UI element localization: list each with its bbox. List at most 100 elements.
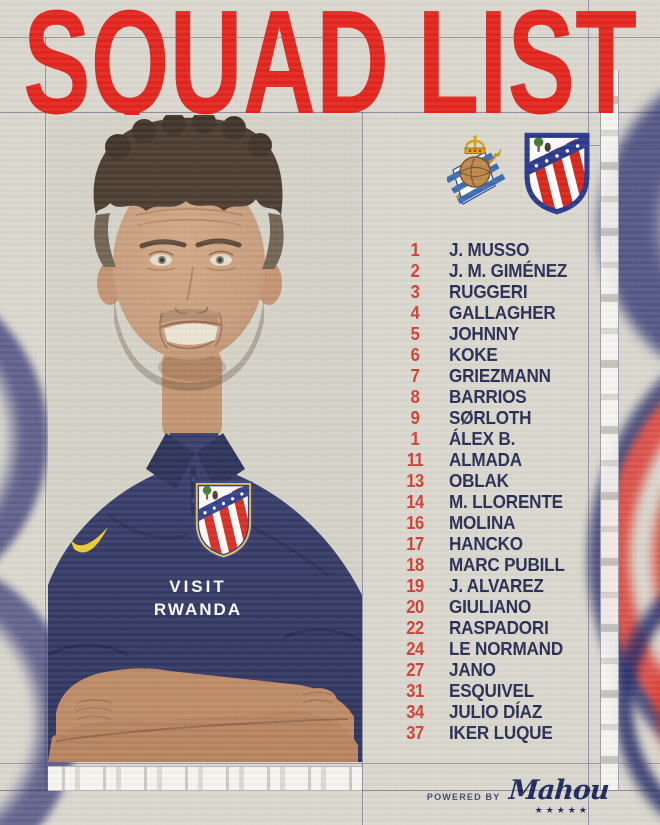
- player-name: ESQUIVEL: [449, 681, 534, 701]
- player-row: 1 J. MUSSO: [402, 240, 652, 261]
- player-row: 16 MOLINA: [402, 513, 652, 534]
- shirt-text-visit: VISIT: [169, 577, 227, 596]
- player-row: 11 ALMADA: [402, 450, 652, 471]
- player-row: 34 JULIO DÍAZ: [402, 702, 652, 723]
- coach-face: [113, 170, 265, 360]
- player-row: 5 JOHNNY: [402, 324, 652, 345]
- player-name: ÁLEX B.: [449, 429, 516, 449]
- player-number: 19: [406, 576, 424, 596]
- player-name: JULIO DÍAZ: [449, 702, 543, 722]
- frame-line: [45, 37, 46, 790]
- frame-line: [0, 37, 660, 38]
- player-number: 3: [410, 282, 420, 302]
- player-name: MOLINA: [449, 513, 516, 533]
- atletico-madrid-crest: [524, 132, 590, 215]
- film-strip-bars: [48, 767, 362, 790]
- player-number: 2: [410, 261, 420, 281]
- player-number: 34: [406, 702, 424, 722]
- player-row: 7 GRIEZMANN: [402, 366, 652, 387]
- player-row: 19 J. ALVAREZ: [402, 576, 652, 597]
- player-row: 31 ESQUIVEL: [402, 681, 652, 702]
- mahou-wordmark: Mahou: [508, 774, 611, 806]
- player-number: 16: [406, 513, 424, 533]
- player-number: 14: [406, 492, 424, 512]
- mahou-logo: Mahou ★★★★★: [508, 774, 611, 816]
- player-row: 24 LE NORMAND: [402, 639, 652, 660]
- player-row: 17 HANCKO: [402, 534, 652, 555]
- player-name: HANCKO: [449, 534, 523, 554]
- poster-title: SQUAD LIST: [20, 0, 642, 145]
- player-number: 31: [406, 681, 424, 701]
- player-name: JANO: [449, 660, 496, 680]
- real-sociedad-crest: [446, 135, 505, 205]
- sponsor-footer: POWERED BY Mahou ★★★★★: [398, 772, 638, 820]
- coach-portrait: VISIT RWANDA: [48, 115, 362, 762]
- spray-navy-swirl-left: [0, 268, 48, 608]
- player-number: 13: [406, 471, 424, 491]
- swoosh-icon: [70, 527, 108, 553]
- player-row: 3 RUGGERI: [402, 282, 652, 303]
- match-crests: [408, 127, 628, 219]
- player-row: 8 BARRIOS: [402, 387, 652, 408]
- player-number: 17: [406, 534, 424, 554]
- player-row: 9 SØRLOTH: [402, 408, 652, 429]
- player-name: OBLAK: [449, 471, 509, 491]
- film-strip-horizontal: [48, 766, 362, 791]
- shirt-crest-icon: [194, 465, 258, 575]
- mahou-stars: ★★★★★: [534, 804, 590, 815]
- player-row: 37 IKER LUQUE: [402, 723, 652, 744]
- player-name: LE NORMAND: [449, 639, 563, 659]
- player-row: 20 GIULIANO: [402, 597, 652, 618]
- player-name: J. ALVAREZ: [449, 576, 544, 596]
- player-name: J. MUSSO: [449, 240, 530, 260]
- player-row: 22 RASPADORI: [402, 618, 652, 639]
- player-list: 1 J. MUSSO 2 J. M. GIMÉNEZ 3 RUGGERI 4 GALLAGHE…: [402, 240, 652, 744]
- player-number: 8: [410, 387, 420, 407]
- player-number: 7: [410, 366, 420, 386]
- player-number: 24: [406, 639, 424, 659]
- player-row: 1 ÁLEX B.: [402, 429, 652, 450]
- player-number: 11: [406, 450, 424, 470]
- frame-line: [362, 112, 363, 825]
- player-name: GALLAGHER: [449, 303, 556, 323]
- coach-photo: VISIT RWANDA: [48, 115, 362, 762]
- player-row: 6 KOKE: [402, 345, 652, 366]
- player-name: KOKE: [449, 345, 498, 365]
- player-number: 1: [410, 429, 420, 449]
- powered-by-label: POWERED BY: [426, 792, 501, 802]
- player-row: 27 JANO: [402, 660, 652, 681]
- player-name: SØRLOTH: [449, 408, 532, 428]
- player-name: M. LLORENTE: [449, 492, 563, 512]
- player-name: ALMADA: [449, 450, 522, 470]
- player-name: MARC PUBILL: [449, 555, 565, 575]
- coach-arm-lower: [48, 711, 358, 762]
- player-name: RUGGERI: [449, 282, 528, 302]
- player-name: GIULIANO: [449, 597, 532, 617]
- frame-line: [0, 112, 660, 113]
- player-number: 22: [406, 618, 424, 638]
- player-row: 18 MARC PUBILL: [402, 555, 652, 576]
- player-number: 1: [410, 240, 420, 260]
- frame-line: [0, 763, 660, 764]
- player-number: 5: [410, 324, 420, 344]
- player-number: 27: [406, 660, 424, 680]
- player-number: 20: [406, 597, 424, 617]
- player-name: GRIEZMANN: [449, 366, 551, 386]
- title-svg: SQUAD LIST: [23, 0, 637, 145]
- player-name: BARRIOS: [449, 387, 527, 407]
- player-name: JOHNNY: [449, 324, 520, 344]
- player-number: 37: [406, 723, 424, 743]
- player-row: 13 OBLAK: [402, 471, 652, 492]
- player-row: 14 M. LLORENTE: [402, 492, 652, 513]
- player-number: 18: [406, 555, 424, 575]
- player-name: RASPADORI: [449, 618, 549, 638]
- player-row: 4 GALLAGHER: [402, 303, 652, 324]
- player-number: 4: [410, 303, 420, 323]
- title-text: SQUAD LIST: [23, 5, 637, 117]
- player-number: 9: [410, 408, 420, 428]
- player-number: 6: [410, 345, 420, 365]
- player-name: J. M. GIMÉNEZ: [449, 261, 568, 281]
- player-row: 2 J. M. GIMÉNEZ: [402, 261, 652, 282]
- shirt-text-rwanda: RWANDA: [154, 600, 242, 619]
